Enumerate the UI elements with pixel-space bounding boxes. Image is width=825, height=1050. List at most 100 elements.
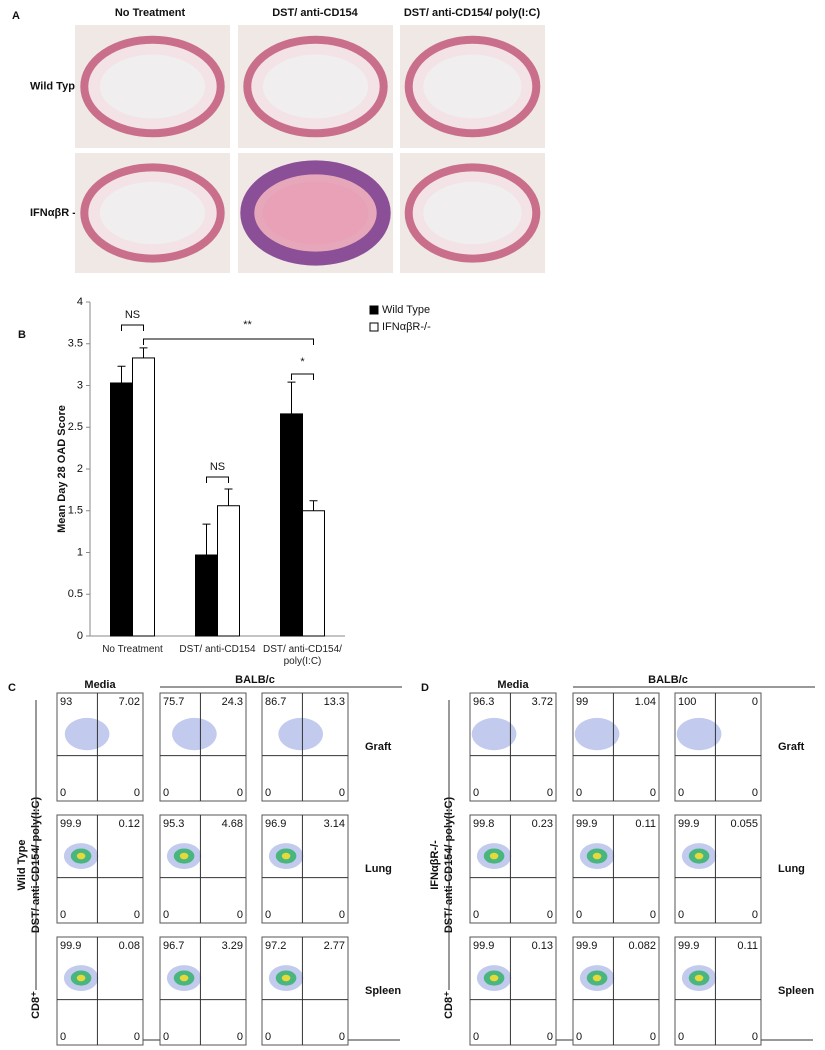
cell-population-peak: [179, 852, 189, 860]
y-axis-label: Mean Day 28 OAD Score: [56, 405, 68, 533]
quadrant-value: 0: [339, 787, 345, 799]
condition-header: Media: [84, 679, 116, 691]
flow-plot: [261, 814, 349, 924]
quadrant-value: 0: [752, 909, 758, 921]
tissue-label: Spleen: [778, 985, 814, 997]
tissue-lumen: [423, 54, 522, 119]
bar: [110, 382, 133, 637]
quadrant-value: 99.9: [576, 940, 597, 952]
x-tick-label: DST/ anti-CD154/ poly(I:C): [263, 644, 342, 667]
flow-plot: [261, 936, 349, 1046]
cell-population-peak: [76, 974, 86, 982]
quadrant-value: 0: [678, 909, 684, 921]
y-tick-label: 1: [77, 546, 83, 558]
y-tick-label: 3: [77, 379, 83, 391]
row-label: IFNαβR -/-: [30, 207, 83, 219]
quadrant-value: 4.68: [222, 818, 243, 830]
x-tick-label: DST/ anti-CD154: [179, 644, 256, 655]
quadrant-value: 0: [134, 1031, 140, 1043]
tissue-label: Spleen: [365, 985, 401, 997]
tissue-label: Lung: [365, 863, 392, 875]
error-bar: [139, 347, 148, 358]
quadrant-value: 13.3: [324, 696, 345, 708]
quadrant-value: 0: [547, 787, 553, 799]
quadrant-value: 0.11: [737, 940, 758, 952]
quadrant-value: 0: [576, 787, 582, 799]
cell-population: [172, 717, 217, 751]
quadrant-value: 0: [265, 1031, 271, 1043]
quadrant-value: 97.2: [265, 940, 286, 952]
quadrant-value: 0: [60, 1031, 66, 1043]
cell-population-peak: [694, 974, 704, 982]
cell-population-peak: [281, 974, 291, 982]
x-tick-label: No Treatment: [102, 644, 163, 655]
quadrant-value: 99.8: [473, 818, 494, 830]
quadrant-value: 99.9: [473, 940, 494, 952]
tissue-lumen: [423, 181, 522, 245]
condition-header: BALB/c: [648, 674, 688, 686]
quadrant-value: 3.29: [222, 940, 243, 952]
quadrant-value: 0: [576, 909, 582, 921]
quadrant-value: 0: [134, 909, 140, 921]
cell-population-peak: [489, 974, 499, 982]
panel-label: C: [8, 682, 16, 694]
quadrant-value: 0.23: [532, 818, 553, 830]
quadrant-value: 100: [678, 696, 696, 708]
quadrant-value: 0: [752, 1031, 758, 1043]
quadrant-value: 95.3: [163, 818, 184, 830]
quadrant-value: 0: [473, 787, 479, 799]
quadrant-value: 86.7: [265, 696, 286, 708]
quadrant-value: 0: [678, 787, 684, 799]
tissue-lumen: [262, 54, 369, 119]
panel-label: B: [18, 329, 26, 341]
quadrant-value: 99.9: [678, 818, 699, 830]
quadrant-value: 99.9: [60, 818, 81, 830]
cell-population-peak: [592, 974, 602, 982]
quadrant-value: 0: [650, 1031, 656, 1043]
flow-plot: [469, 936, 557, 1046]
y-tick-label: 0: [77, 630, 83, 642]
quadrant-value: 99.9: [60, 940, 81, 952]
quadrant-value: 0: [547, 1031, 553, 1043]
column-header: DST/ anti-CD154: [272, 7, 358, 19]
cell-population-peak: [76, 852, 86, 860]
cell-population-peak: [694, 852, 704, 860]
flow-plot: [159, 936, 247, 1046]
quadrant-value: 3.72: [532, 696, 553, 708]
tissue-label: Graft: [365, 741, 392, 753]
column-header: DST/ anti-CD154/ poly(I:C): [404, 7, 541, 19]
column-header: No Treatment: [115, 7, 186, 19]
tissue-lumen: [262, 181, 369, 245]
tissue-label: Graft: [778, 741, 805, 753]
quadrant-value: 99: [576, 696, 588, 708]
quadrant-value: 0.08: [119, 940, 140, 952]
quadrant-value: 0: [60, 909, 66, 921]
tissue-label: Lung: [778, 863, 805, 875]
axis-label: CD8⁺: [30, 991, 42, 1019]
tissue-lumen: [99, 54, 206, 119]
quadrant-value: 0: [265, 909, 271, 921]
y-tick-label: 4: [77, 296, 83, 308]
quadrant-value: 0: [163, 909, 169, 921]
flow-plot: [572, 936, 660, 1046]
quadrant-value: 1.04: [635, 696, 656, 708]
legend-label: Wild Type: [382, 304, 430, 316]
bar: [217, 505, 240, 637]
significance-bracket: [291, 373, 314, 380]
quadrant-value: 0: [134, 787, 140, 799]
quadrant-value: 0: [237, 909, 243, 921]
legend-swatch: [369, 322, 379, 332]
cell-population: [676, 717, 722, 751]
bar: [132, 357, 155, 637]
row-label: Wild Type: [30, 80, 81, 92]
quadrant-value: 93: [60, 696, 72, 708]
cell-population-peak: [489, 852, 499, 860]
error-bar: [224, 488, 233, 506]
y-tick-label: 2: [77, 463, 83, 475]
tissue-lumen: [99, 181, 206, 245]
cell-population-peak: [592, 852, 602, 860]
quadrant-value: 2.77: [324, 940, 345, 952]
quadrant-value: 99.9: [678, 940, 699, 952]
